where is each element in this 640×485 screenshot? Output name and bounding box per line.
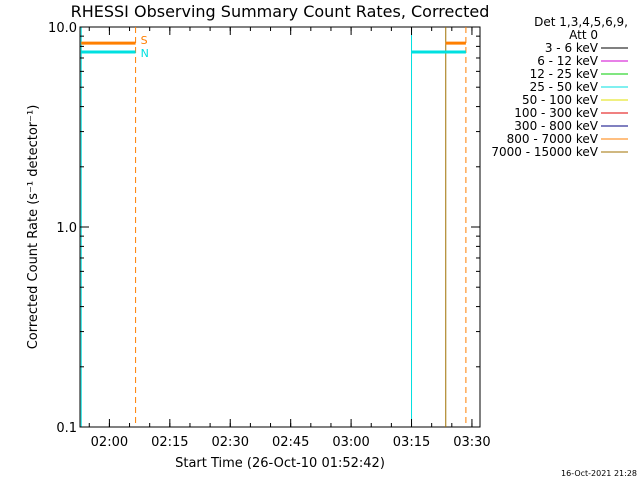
flag-label-n: N — [141, 47, 149, 60]
x-tick-label: 02:15 — [151, 435, 188, 450]
legend-entry-label: 3 - 6 keV — [545, 41, 599, 55]
vertical-markers — [80, 27, 467, 427]
flag-label-s: S — [141, 34, 148, 47]
x-tick-label: 03:00 — [332, 435, 369, 450]
y-tick-label: 0.1 — [56, 421, 77, 436]
legend-header-line-2: Att 0 — [569, 28, 598, 42]
x-axis-ticks: 02:00 02:15 02:30 02:45 03:00 03:15 03:30 — [88, 27, 491, 450]
legend-entry-label: 100 - 300 keV — [514, 106, 598, 120]
x-axis-label: Start Time (26-Oct-10 01:52:42) — [175, 456, 385, 471]
x-tick-label: 02:30 — [212, 435, 249, 450]
x-tick-label: 03:15 — [393, 435, 430, 450]
x-tick-label: 02:00 — [91, 435, 128, 450]
legend-entry-label: 25 - 50 keV — [530, 80, 599, 94]
footer-timestamp: 16-Oct-2021 21:28 — [561, 469, 637, 478]
legend-entry-label: 300 - 800 keV — [514, 119, 598, 133]
y-axis-ticks: 0.1 1.0 10.0 — [48, 21, 480, 436]
legend-entry-label: 800 - 7000 keV — [507, 132, 599, 146]
legend-header-line-1: Det 1,3,4,5,6,9, — [534, 15, 628, 29]
legend-entry-label: 6 - 12 keV — [537, 54, 599, 68]
legend-entry-label: 50 - 100 keV — [522, 93, 599, 107]
y-tick-label: 10.0 — [48, 21, 77, 36]
x-tick-label: 02:45 — [272, 435, 309, 450]
legend-entry-label: 7000 - 15000 keV — [491, 145, 598, 159]
plot-frame — [79, 26, 481, 428]
flag-bars: SN — [81, 34, 466, 60]
chart-title: RHESSI Observing Summary Count Rates, Co… — [71, 2, 490, 21]
x-tick-label: 03:30 — [453, 435, 490, 450]
y-tick-label: 1.0 — [56, 221, 77, 236]
legend-entry-label: 12 - 25 keV — [530, 67, 599, 81]
y-axis-label: Corrected Count Rate (s⁻¹ detector⁻¹) — [26, 105, 41, 350]
